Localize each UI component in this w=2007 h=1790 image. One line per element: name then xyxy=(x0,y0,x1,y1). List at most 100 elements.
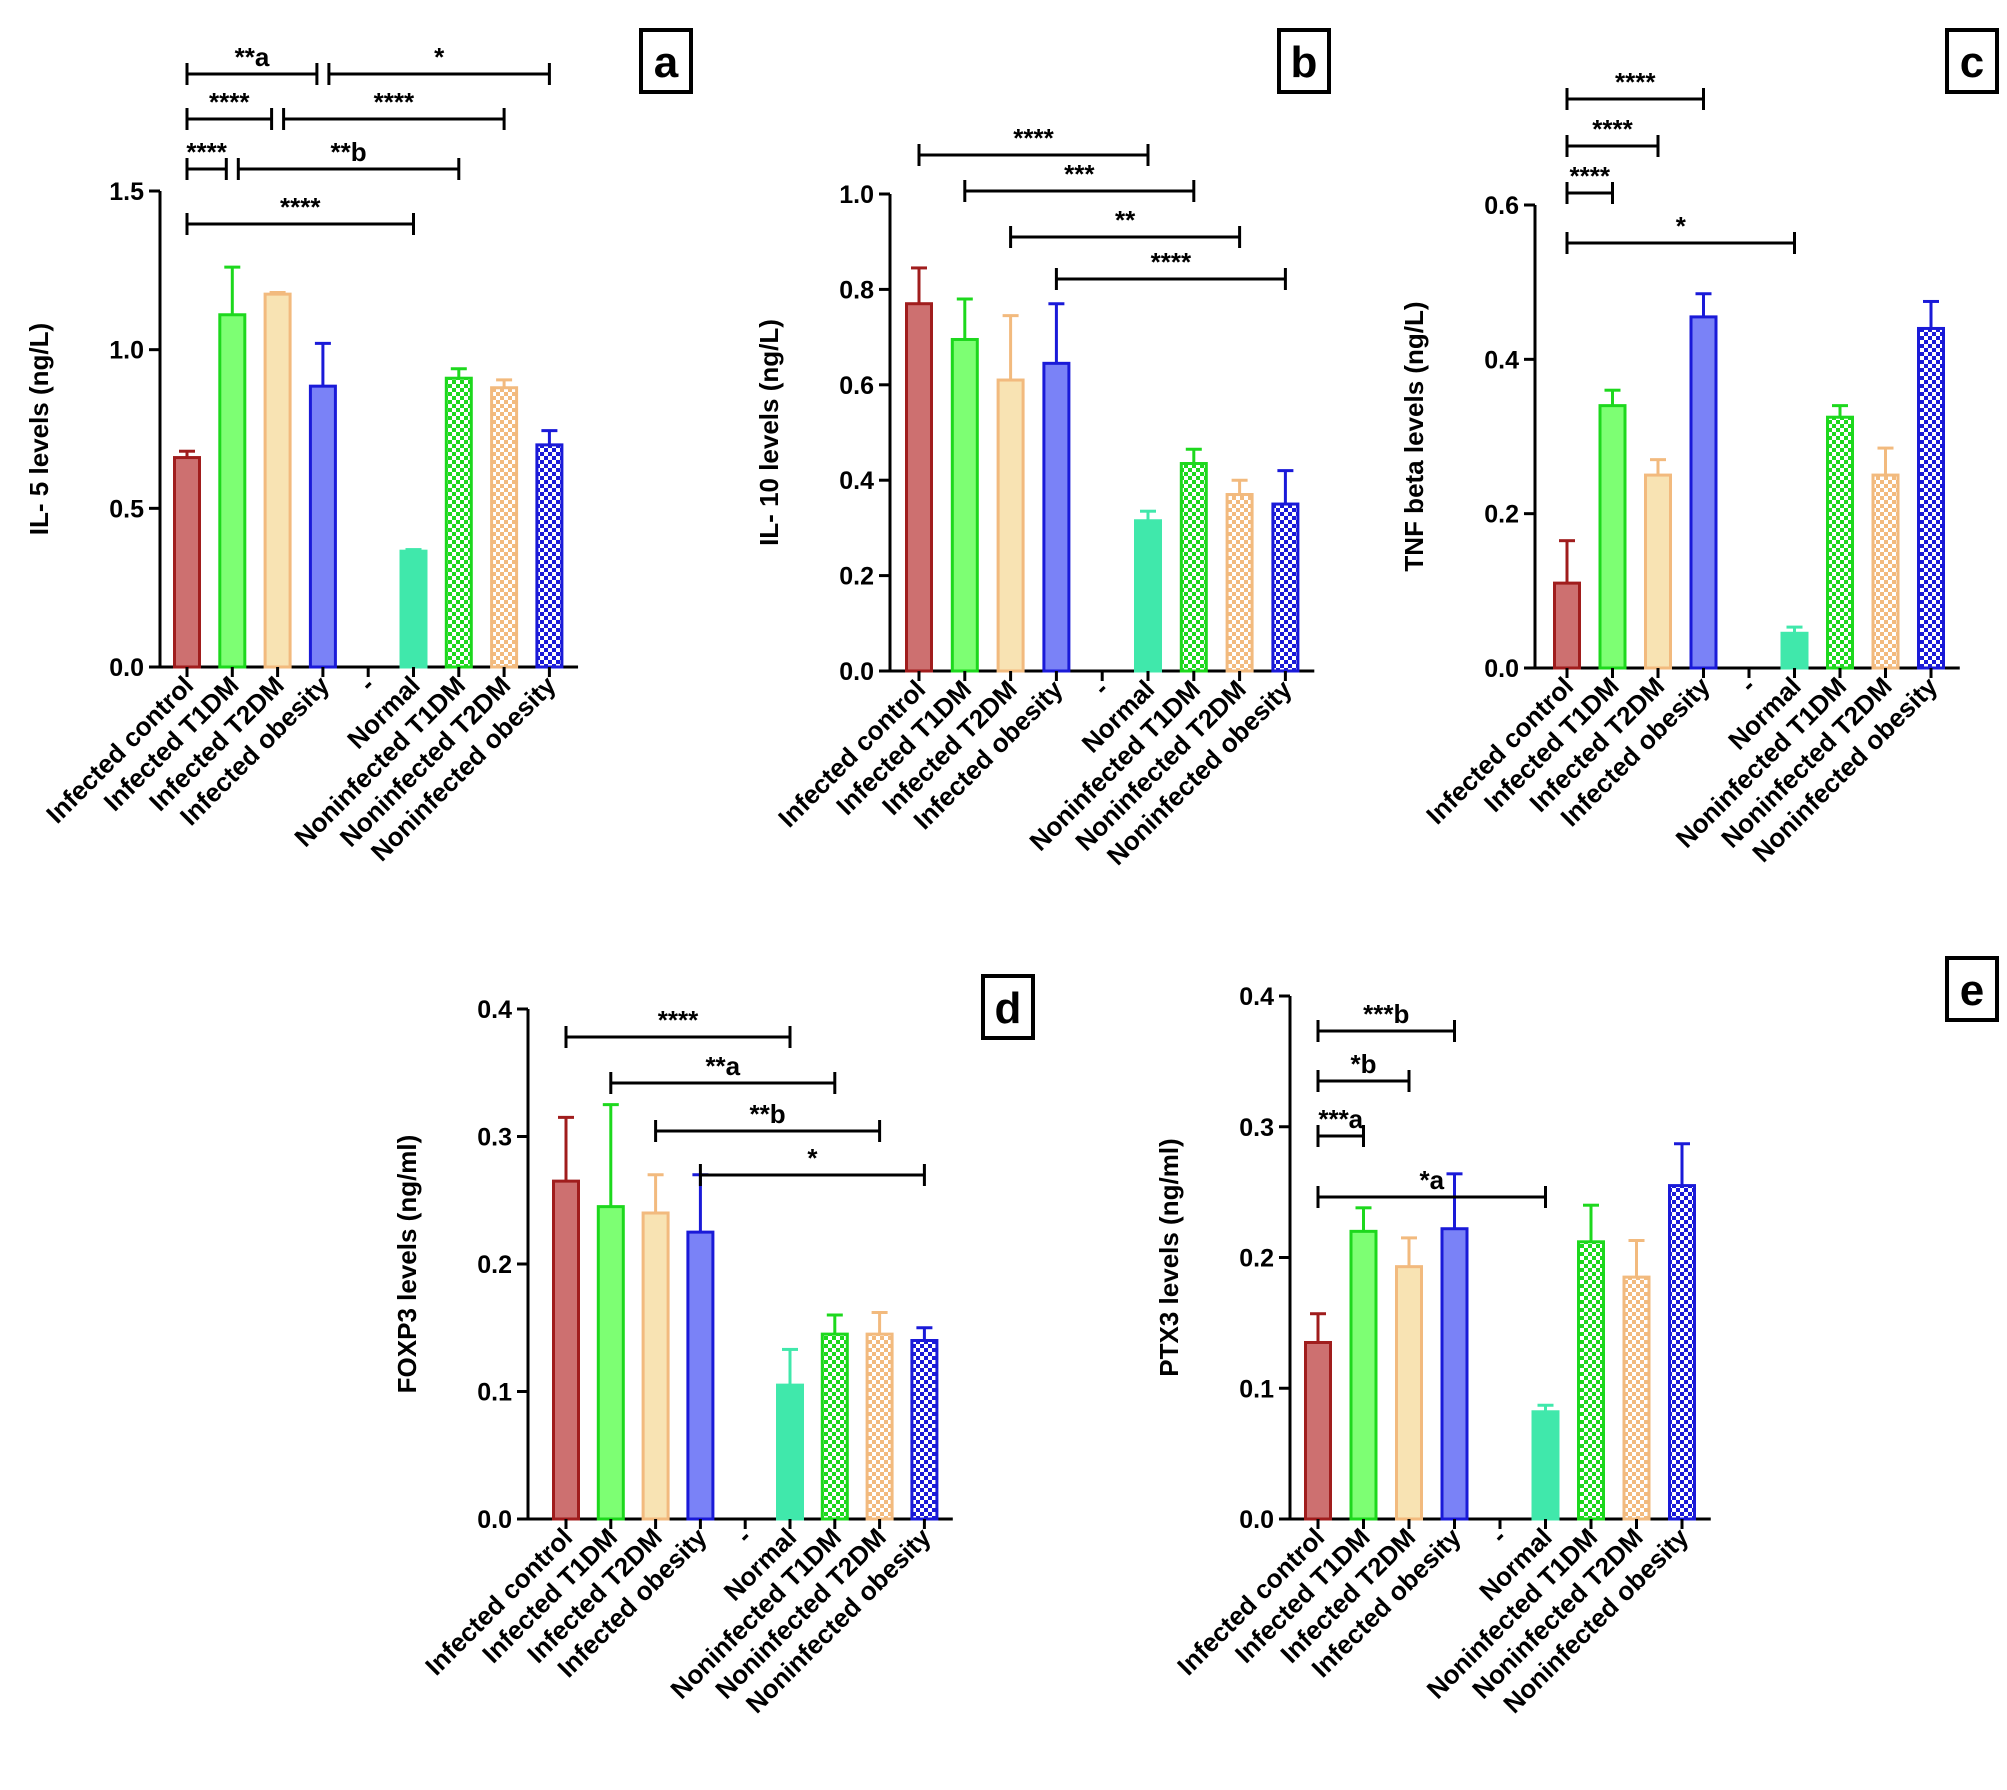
panel-d-sig-label: **b xyxy=(750,1099,786,1129)
panel-b-bar-6 xyxy=(1134,519,1162,673)
panel-c-bar-9 xyxy=(1917,326,1945,670)
panel-b-y-tick-label: 0.4 xyxy=(839,467,874,495)
panel-e-bar-3 xyxy=(1395,1265,1423,1521)
panel-c-sig-label: * xyxy=(1676,211,1687,241)
panel-c-sig-label: **** xyxy=(1592,114,1633,144)
panel-a-bar-7 xyxy=(444,376,473,669)
panel-e-y-tick-label: 0.2 xyxy=(1239,1245,1274,1273)
panel-e-bar-8 xyxy=(1622,1275,1651,1521)
panel-d-y-tick-label: 0.4 xyxy=(477,996,512,1024)
panel-a-letter-box xyxy=(639,28,693,94)
panel-e-y-tick-label: 0.0 xyxy=(1239,1506,1274,1534)
panel-a-sig-label: **** xyxy=(374,87,415,117)
panel-b-letter-box xyxy=(1277,28,1331,94)
panel-a-y-axis-label: IL- 5 levels (ng/L) xyxy=(24,323,54,535)
panel-b-bar-7 xyxy=(1179,462,1208,673)
panel-b-letter: b xyxy=(1291,38,1318,87)
panel-b-bar-8 xyxy=(1225,493,1254,673)
panel-a-sig-label: **b xyxy=(330,137,366,167)
panel-e-bar-7 xyxy=(1577,1240,1605,1521)
panel-d-sig-label: **** xyxy=(658,1005,699,1035)
panel-c-bar-6 xyxy=(1780,631,1809,670)
panel-e-sig-label: *b xyxy=(1351,1049,1377,1079)
panel-e-bar-1 xyxy=(1304,1340,1332,1521)
panel-a-bar-6 xyxy=(399,549,428,669)
panel-e-y-axis-label: PTX3 levels (ng/ml) xyxy=(1154,1138,1184,1376)
panel-d-bar-4 xyxy=(686,1230,715,1521)
panel-c-sig-label: **** xyxy=(1570,161,1611,191)
panel-e-bar-6 xyxy=(1531,1410,1560,1521)
panel-b-sig-label: **** xyxy=(1013,123,1054,153)
panel-c-bar-4 xyxy=(1689,315,1718,670)
panel-a-sig-label: **** xyxy=(280,192,321,222)
panel-d-y-tick-label: 0.1 xyxy=(477,1379,512,1407)
panel-b-y-tick-label: 1.0 xyxy=(839,181,874,209)
panel-e-sig-label: *a xyxy=(1419,1165,1444,1195)
panel-b-sig-label: ** xyxy=(1115,205,1136,235)
panel-c-bar-8 xyxy=(1871,473,1900,670)
panel-d-bar-2 xyxy=(596,1205,625,1521)
panel-d-y-tick-label: 0.2 xyxy=(477,1251,512,1279)
panel-b-y-tick-label: 0.2 xyxy=(839,563,874,591)
panel-c-y-tick-label: 0.6 xyxy=(1484,192,1519,220)
panel-a-bar-3 xyxy=(263,292,292,669)
panel-b-sig-label: *** xyxy=(1064,159,1095,189)
panel-d-bar-6 xyxy=(776,1383,804,1521)
panel-a-y-tick-label: 1.5 xyxy=(109,178,144,206)
panel-c-letter-box xyxy=(1945,28,1999,94)
panel-a-bar-1 xyxy=(173,456,201,669)
panel-b-sig-label: **** xyxy=(1151,247,1192,277)
panel-d-bar-7 xyxy=(820,1332,849,1521)
panel-b-bar-3 xyxy=(996,378,1025,673)
panel-e-sig-label: ***b xyxy=(1363,999,1409,1029)
panel-c-y-tick-label: 0.0 xyxy=(1484,655,1519,683)
panel-a-sig-label: **a xyxy=(235,42,270,72)
panel-d-bar-8 xyxy=(865,1332,894,1521)
panel-d-sig-label: * xyxy=(807,1143,818,1173)
panel-d-y-tick-label: 0.0 xyxy=(477,1506,512,1534)
panel-c-bar-3 xyxy=(1644,473,1672,670)
panel-e-bar-2 xyxy=(1349,1229,1378,1521)
panel-e-bar-9 xyxy=(1668,1184,1696,1521)
panel-a-bar-9 xyxy=(535,443,564,669)
panel-c-letter: c xyxy=(1960,38,1984,87)
panel-a-sig-label: * xyxy=(434,42,445,72)
panel-d-sig-label: **a xyxy=(705,1051,740,1081)
panel-c-sig-label: **** xyxy=(1615,67,1656,97)
panel-a-sig-label: **** xyxy=(209,87,250,117)
panel-b-y-tick-label: 0.6 xyxy=(839,372,874,400)
panel-b-bar-1 xyxy=(905,302,933,673)
panel-a-y-tick-label: 1.0 xyxy=(109,337,144,365)
panel-a-bar-2 xyxy=(218,313,247,669)
panel-d-bar-1 xyxy=(552,1179,580,1521)
panel-c-y-tick-label: 0.2 xyxy=(1484,501,1519,529)
panel-e-bar-4 xyxy=(1440,1227,1469,1521)
panel-a-sig-label: **** xyxy=(186,137,227,167)
panel-d-letter: d xyxy=(995,984,1022,1033)
panel-a-letter: a xyxy=(654,38,679,87)
panel-c-y-axis-label: TNF beta levels (ng/L) xyxy=(1399,301,1429,571)
panel-e-letter: e xyxy=(1960,966,1984,1015)
panel-a-y-tick-label: 0.0 xyxy=(109,654,144,682)
panel-b-y-tick-label: 0.8 xyxy=(839,276,874,304)
panel-c-bar-1 xyxy=(1553,581,1581,670)
panel-c-bar-2 xyxy=(1598,404,1627,670)
panel-e-y-tick-label: 0.1 xyxy=(1239,1375,1274,1403)
panel-e-letter-box xyxy=(1945,956,1999,1022)
panel-a-bar-4 xyxy=(308,384,337,669)
panel-b-bar-9 xyxy=(1271,502,1300,673)
panel-d-bar-3 xyxy=(641,1211,670,1521)
panel-d-y-tick-label: 0.3 xyxy=(477,1124,512,1152)
panel-b-y-axis-label: IL- 10 levels (ng/L) xyxy=(754,319,784,546)
panel-d-y-axis-label: FOXP3 levels (ng/ml) xyxy=(392,1135,422,1394)
panel-d-bar-9 xyxy=(910,1339,939,1521)
panel-b-bar-4 xyxy=(1042,361,1071,673)
panel-e-y-tick-label: 0.4 xyxy=(1239,983,1274,1011)
panel-a-bar-8 xyxy=(490,386,519,669)
panel-a-y-tick-label: 0.5 xyxy=(109,495,144,523)
panel-b-y-tick-label: 0.0 xyxy=(839,658,874,686)
panel-d-letter-box xyxy=(981,974,1035,1040)
panel-c-y-tick-label: 0.4 xyxy=(1484,346,1519,374)
panel-c-bar-7 xyxy=(1826,415,1854,670)
